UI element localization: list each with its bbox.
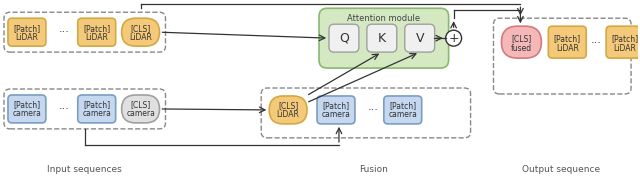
Text: LiDAR: LiDAR <box>85 33 108 42</box>
Text: camera: camera <box>13 110 42 118</box>
Text: [Patch]: [Patch] <box>83 24 110 33</box>
Text: [Patch]: [Patch] <box>612 34 639 43</box>
FancyBboxPatch shape <box>8 18 46 46</box>
Text: [Patch]: [Patch] <box>83 100 110 110</box>
Text: LiDAR: LiDAR <box>276 110 300 119</box>
FancyBboxPatch shape <box>8 95 46 123</box>
Text: Input sequences: Input sequences <box>47 165 122 174</box>
Text: [CLS]: [CLS] <box>278 102 298 110</box>
Text: camera: camera <box>126 110 155 118</box>
Text: [CLS]: [CLS] <box>131 24 150 33</box>
Text: ···: ··· <box>58 27 69 37</box>
Text: LiDAR: LiDAR <box>15 33 38 42</box>
Text: camera: camera <box>83 110 111 118</box>
FancyBboxPatch shape <box>606 26 640 58</box>
FancyBboxPatch shape <box>78 95 116 123</box>
Text: Fusion: Fusion <box>360 165 388 174</box>
Text: camera: camera <box>321 110 351 119</box>
Text: ···: ··· <box>58 104 69 114</box>
Text: [Patch]: [Patch] <box>323 102 349 110</box>
Text: [Patch]: [Patch] <box>554 34 581 43</box>
Text: LiDAR: LiDAR <box>556 44 579 53</box>
Text: ···: ··· <box>591 38 602 48</box>
FancyBboxPatch shape <box>319 8 449 68</box>
Text: [CLS]: [CLS] <box>131 100 150 110</box>
FancyBboxPatch shape <box>384 96 422 124</box>
Text: camera: camera <box>388 110 417 119</box>
Text: [CLS]: [CLS] <box>511 34 532 43</box>
FancyBboxPatch shape <box>122 95 159 123</box>
FancyBboxPatch shape <box>317 96 355 124</box>
Text: K: K <box>378 32 386 45</box>
FancyBboxPatch shape <box>404 24 435 52</box>
FancyBboxPatch shape <box>502 26 541 58</box>
Text: +: + <box>448 32 459 45</box>
Text: V: V <box>415 32 424 45</box>
FancyBboxPatch shape <box>269 96 307 124</box>
FancyBboxPatch shape <box>367 24 397 52</box>
Text: fused: fused <box>511 44 532 53</box>
Text: [Patch]: [Patch] <box>13 100 40 110</box>
Text: LiDAR: LiDAR <box>614 44 637 53</box>
Text: LiDAR: LiDAR <box>129 33 152 42</box>
Text: ···: ··· <box>367 105 378 115</box>
FancyBboxPatch shape <box>548 26 586 58</box>
Text: Q: Q <box>339 32 349 45</box>
FancyBboxPatch shape <box>78 18 116 46</box>
FancyBboxPatch shape <box>122 18 159 46</box>
FancyBboxPatch shape <box>329 24 359 52</box>
Circle shape <box>445 30 461 46</box>
Text: [Patch]: [Patch] <box>389 102 417 110</box>
Text: Attention module: Attention module <box>348 14 420 23</box>
Text: Output sequence: Output sequence <box>522 165 600 174</box>
Text: [Patch]: [Patch] <box>13 24 40 33</box>
